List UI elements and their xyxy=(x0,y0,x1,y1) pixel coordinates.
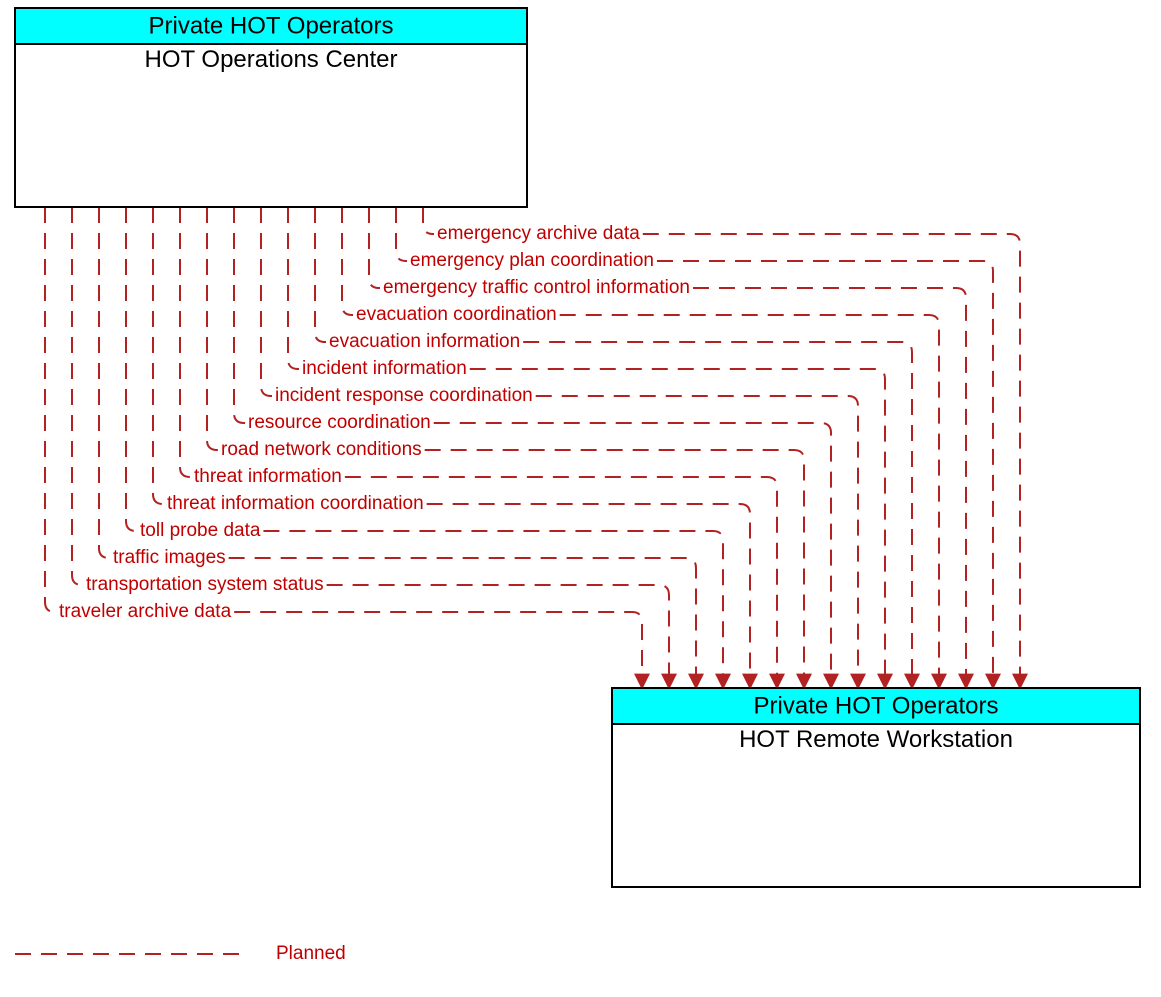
legend-label: Planned xyxy=(276,943,346,964)
flow-label: incident response coordination xyxy=(275,385,533,406)
flow-line xyxy=(327,585,669,688)
flow-line xyxy=(180,207,191,477)
flow-line xyxy=(369,207,380,288)
flow-line xyxy=(434,423,831,688)
flow-line xyxy=(425,450,804,688)
flow-line xyxy=(261,207,272,396)
flow-line xyxy=(234,207,245,423)
flow-label: threat information coordination xyxy=(167,493,424,514)
flow-line xyxy=(207,207,218,450)
source-node: Private HOT Operators HOT Operations Cent… xyxy=(15,8,527,207)
target-node-body-label: HOT Remote Workstation xyxy=(739,726,1013,753)
flow-line xyxy=(234,612,642,688)
flow-line xyxy=(470,369,885,688)
flow-label: traffic images xyxy=(113,547,226,568)
flow-label: incident information xyxy=(302,358,467,379)
flows-group: emergency archive data emergency plan coo… xyxy=(45,207,1020,688)
flow-line xyxy=(315,207,326,342)
flow-label: transportation system status xyxy=(86,574,324,595)
flow-label: emergency archive data xyxy=(437,223,640,244)
flow-diagram: emergency archive data emergency plan coo… xyxy=(0,0,1161,997)
flow-line xyxy=(72,207,83,585)
flow-line xyxy=(523,342,912,688)
flow-line xyxy=(153,207,164,504)
flow-line xyxy=(693,288,966,688)
flow-label: resource coordination xyxy=(248,412,431,433)
flow-line xyxy=(396,207,407,261)
flow-label: evacuation coordination xyxy=(356,304,557,325)
flow-label: evacuation information xyxy=(329,331,520,352)
flow-line xyxy=(342,207,353,315)
flow-label: emergency plan coordination xyxy=(410,250,654,271)
target-node-header-label: Private HOT Operators xyxy=(754,692,999,719)
flow-line xyxy=(288,207,299,369)
source-node-body-label: HOT Operations Center xyxy=(145,46,398,73)
source-node-header-label: Private HOT Operators xyxy=(149,12,394,39)
flow-line xyxy=(423,207,434,234)
target-node: Private HOT Operators HOT Remote Workstat… xyxy=(612,688,1140,887)
flow-line xyxy=(126,207,137,531)
flow-label: emergency traffic control information xyxy=(383,277,690,298)
flow-label: road network conditions xyxy=(221,439,422,460)
flow-line xyxy=(657,261,993,688)
legend: Planned xyxy=(15,943,346,964)
flow-line xyxy=(99,207,110,558)
flow-label: toll probe data xyxy=(140,520,261,541)
flow-line xyxy=(45,207,56,612)
flow-line xyxy=(263,531,723,688)
flow-label: traveler archive data xyxy=(59,601,232,622)
flow-label: threat information xyxy=(194,466,342,487)
